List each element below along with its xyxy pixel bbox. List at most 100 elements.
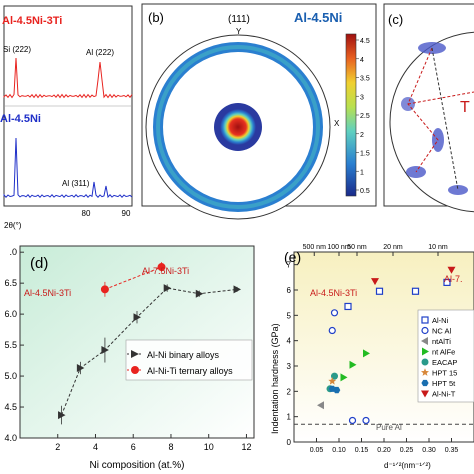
pole-figure-center-spot	[220, 109, 256, 145]
data-point-al-ni	[411, 287, 420, 295]
legend-label: nt AlFe	[432, 348, 455, 357]
data-point-binary	[58, 411, 66, 420]
texture-line	[431, 47, 459, 191]
panel-e-ytick-label: 2	[287, 387, 292, 396]
legend-marker	[421, 337, 428, 345]
panel-d-xtick-label: 8	[168, 442, 173, 452]
panel-b-letter: (b)	[148, 10, 164, 25]
data-point-nc-al	[328, 326, 336, 335]
xrd-curve-top	[3, 57, 133, 99]
panel-b-miller: (111)	[228, 14, 250, 25]
panel-e-ytick-label: 4	[287, 337, 292, 346]
panel-a-top-label: Al-4.5Ni-3Ti	[2, 15, 62, 27]
colorbar-tick-label: 1.5	[360, 151, 370, 158]
panel-e-ytick-label: 5	[287, 311, 292, 320]
legend-label: NC Al	[432, 327, 452, 336]
texture-spot	[448, 185, 468, 195]
data-point-ntalti	[317, 401, 324, 410]
data-point-nt-alfe	[363, 349, 370, 358]
panel-e-ytick-label: 6	[287, 286, 292, 295]
peak-label-al311: Al (311)	[62, 179, 90, 188]
data-point-nc-al	[330, 309, 339, 317]
panel-d-marks	[58, 262, 242, 425]
pole-figure-ring-inner	[156, 45, 320, 209]
texture-line	[407, 47, 439, 173]
panel-e-ytick-label: 3	[287, 362, 292, 371]
panel-d-ytick-label: 4.5	[4, 402, 17, 412]
annot-al45: Al-4.5Ni-3Ti	[24, 288, 71, 298]
data-point-binary	[163, 284, 172, 293]
panel-e-xtick-label: 0.10	[332, 447, 346, 454]
colorbar-tick-label: 1	[360, 169, 364, 176]
panel-c-pole-figure: (c) T	[382, 0, 474, 232]
panel-e-marks	[294, 266, 474, 425]
series-line-1	[104, 266, 162, 290]
panel-d-legend	[125, 339, 253, 381]
data-point-nt-alfe	[349, 360, 357, 369]
data-point-hpt-5t	[333, 386, 341, 394]
panel-d-xtick-label: 12	[241, 442, 251, 452]
panel-d-letter: (d)	[30, 255, 48, 272]
panel-e-legend	[417, 309, 474, 403]
panel-d-xlabel: Ni composition (at.%)	[89, 460, 184, 471]
colorbar-tick-label: 3	[360, 94, 364, 101]
panel-e-top-tick-label: 500 nm	[303, 244, 327, 251]
data-point-binary	[233, 285, 242, 294]
panel-a-bottom-label: Al-4.5Ni	[0, 113, 41, 125]
annot-al75: Al-7.5Ni-3Ti	[142, 266, 189, 276]
panel-c-svg: (c) T	[383, 3, 474, 213]
panel-e-xtick-label: 0.15	[355, 447, 369, 454]
panel-e-xtick-label: 0.20	[377, 447, 391, 454]
panel-d-ytick-label: .0	[9, 247, 17, 257]
panel-e-top-tick-label: 50 nm	[347, 244, 367, 251]
panel-e-xlabel: d⁻¹ᐟ²(nm⁻¹ᐟ²)	[384, 461, 431, 470]
panel-d-xtick-label: 6	[131, 442, 136, 452]
panel-e-top-tick-label: 20 nm	[383, 244, 403, 251]
legend-marker	[421, 390, 429, 398]
peak-label-al222: Al (222)	[86, 48, 114, 57]
panel-d-yticks: .0 6.5 6.0 5.5 5.0 4.5 4.0	[4, 247, 24, 443]
colorbar-tick-label: 4	[360, 57, 364, 64]
legend-marker	[422, 347, 429, 356]
panel-c-letter: (c)	[388, 12, 403, 27]
panel-a-xtick-80: 80	[82, 209, 91, 218]
data-point-nc-al	[348, 416, 357, 425]
data-point-al-ni	[375, 287, 384, 295]
data-point-al-ni-t	[447, 266, 456, 274]
panel-d-xtick-label: 2	[55, 442, 60, 452]
panel-d-ytick-label: 5.5	[4, 340, 17, 350]
panel-b-axis-y: Y	[236, 27, 242, 36]
data-point-ternary	[100, 285, 109, 294]
data-point-ternary	[157, 263, 166, 272]
xrd-curve-bottom	[3, 137, 133, 199]
panel-d-xticks: 2 4 6 8 10 12	[55, 434, 251, 452]
panel-a-xrd: Al-4.5Ni-3Ti Si (222) Al (222) Al-4.5Ni …	[0, 0, 138, 232]
legend-marker	[421, 368, 429, 376]
data-point-nt-alfe	[340, 373, 348, 382]
panel-e-top-tick-label: 10 nm	[428, 244, 448, 251]
panel-e-xtick-label: 0.25	[400, 447, 414, 454]
panel-b-title: Al-4.5Ni	[294, 10, 342, 25]
panel-a-xaxis-label: 2θ(°)	[4, 221, 22, 230]
panel-e-xticks: 0.05 0.10 0.15 0.20 0.25 0.30 0.35	[310, 438, 458, 454]
legend-binary-label: Al-Ni binary alloys	[147, 350, 220, 360]
peak-label-si222: Si (222)	[3, 45, 31, 54]
panel-d-svg: (d) .0 6.5 6.0 5.5 5.0 4.5 4.0 2 4 6 8 10 12 Al-7.5…	[4, 245, 255, 471]
panel-d-ytick-label: 4.0	[4, 433, 17, 443]
panel-e-svg: (e) Indentation hardness (GPa) 7 6 5 4 3 2 10 …	[270, 244, 474, 470]
data-point-al-ni	[443, 278, 451, 287]
panel-d-ytick-label: 6.0	[4, 309, 17, 319]
data-point-binary	[76, 364, 85, 373]
legend-ternary-label: Al-Ni-Ti ternary alloys	[147, 366, 233, 376]
colorbar-tick-label: 0.5	[360, 188, 370, 195]
data-point-al-ni	[344, 302, 352, 311]
panel-e-annot-al45: Al-4.5Ni-3Ti	[310, 288, 357, 298]
colorbar-ticks: 4.5 4 3.5 3 2.5 2 1.5 1 0.5	[356, 38, 370, 195]
panel-b-axis-x: X	[334, 119, 340, 128]
panel-e-xtick-label: 0.30	[422, 447, 436, 454]
panel-e-ytick-label: 7	[287, 261, 292, 270]
panel-b-pole-figure: (b) (111) Al-4.5Ni Y X 4.5 4 3.5 3 2.5 2 1.5 1 0…	[140, 0, 380, 232]
